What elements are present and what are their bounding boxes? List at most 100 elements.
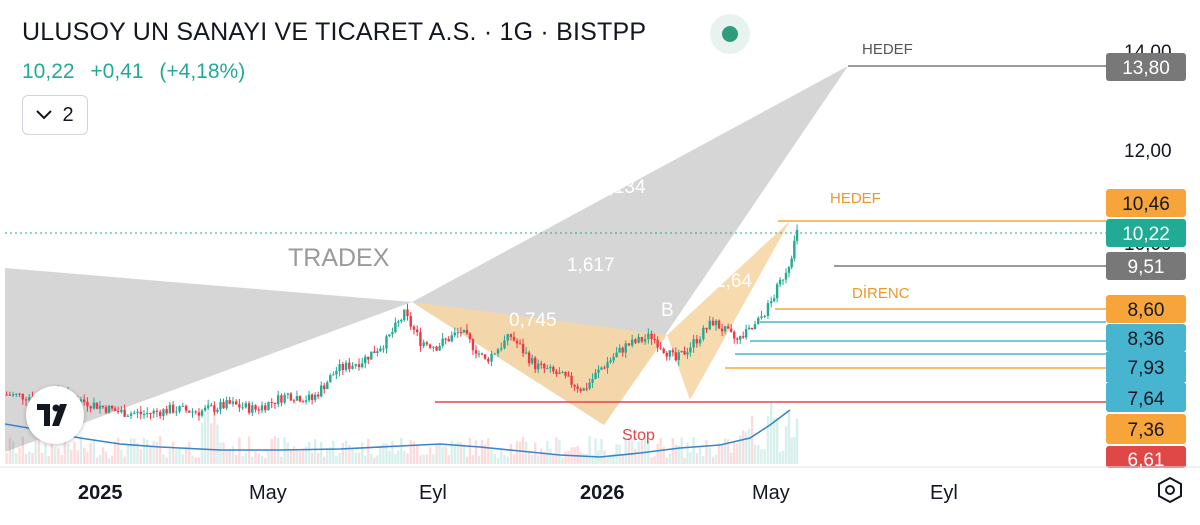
volume-bar bbox=[795, 418, 799, 464]
candle-body bbox=[668, 350, 671, 357]
volume-bar bbox=[129, 438, 133, 464]
price-level-lines bbox=[435, 65, 1106, 403]
volume-bar bbox=[244, 452, 248, 464]
candle-body bbox=[474, 350, 478, 354]
candle-body bbox=[222, 402, 225, 409]
candle-body bbox=[530, 357, 534, 364]
price-change-pct: (+4,18%) bbox=[159, 60, 246, 83]
candle-body bbox=[276, 395, 280, 404]
candle-body bbox=[216, 409, 219, 412]
volume-bar bbox=[793, 437, 796, 464]
candle-body bbox=[692, 339, 695, 348]
badge-736: 7,36 bbox=[1128, 420, 1165, 441]
volume-bar bbox=[689, 452, 692, 464]
volume-bar bbox=[474, 440, 478, 464]
volume-bar bbox=[441, 446, 444, 464]
candle-body bbox=[422, 342, 425, 346]
candle-body bbox=[594, 372, 597, 380]
volume-bar bbox=[720, 445, 724, 464]
volume-bar bbox=[444, 446, 447, 464]
volume-bar bbox=[142, 437, 146, 464]
candle-body bbox=[152, 410, 155, 414]
candle-body bbox=[493, 353, 496, 355]
level-label-stop: Stop bbox=[622, 427, 655, 444]
candle-body bbox=[219, 402, 222, 410]
volume-bar bbox=[453, 443, 456, 464]
chevron-down-icon bbox=[36, 110, 53, 120]
time-axis[interactable]: 2025 May Eyl 2026 May Eyl bbox=[78, 482, 958, 504]
candle-body bbox=[686, 352, 689, 355]
candle-body bbox=[165, 409, 168, 414]
candle-body bbox=[512, 337, 516, 341]
volume-bar bbox=[158, 436, 162, 464]
volume-bar bbox=[292, 446, 296, 464]
level-label-hedef-top: HEDEF bbox=[862, 41, 913, 58]
volume-bar bbox=[276, 437, 280, 464]
candle-body bbox=[760, 316, 763, 318]
candle-body bbox=[361, 363, 364, 368]
candle-body bbox=[736, 338, 739, 340]
candle-body bbox=[515, 340, 519, 344]
candle-body bbox=[110, 405, 114, 409]
volume-bar bbox=[304, 446, 308, 464]
candle-body bbox=[781, 279, 785, 281]
volume-bar bbox=[83, 447, 86, 464]
volume-bar bbox=[428, 447, 432, 464]
candle-body bbox=[643, 338, 647, 342]
volume-bar bbox=[409, 440, 412, 464]
x-tick-2026: 2026 bbox=[580, 482, 625, 504]
volume-bar bbox=[101, 447, 105, 464]
badge-661-bg bbox=[1106, 446, 1186, 468]
candle-body bbox=[438, 345, 441, 351]
candle-body bbox=[15, 393, 18, 395]
volume-bar bbox=[757, 444, 760, 464]
candle-body bbox=[753, 324, 757, 330]
volume-bar bbox=[438, 444, 441, 464]
candle-body bbox=[139, 411, 142, 415]
volume-bar bbox=[385, 443, 388, 464]
volume-bar bbox=[640, 438, 644, 464]
volume-bar bbox=[627, 437, 631, 464]
candle-body bbox=[600, 367, 603, 370]
volume-bar bbox=[576, 446, 579, 464]
volume-bar bbox=[450, 440, 453, 464]
candle-body bbox=[428, 344, 432, 348]
candle-body bbox=[354, 364, 357, 366]
volume-bar bbox=[665, 457, 668, 464]
volume-bar bbox=[503, 454, 506, 464]
candle-body bbox=[376, 351, 379, 353]
candle-body bbox=[567, 375, 570, 377]
gear-hex-icon[interactable] bbox=[1156, 476, 1184, 504]
candle-body bbox=[671, 350, 674, 353]
candle-body bbox=[591, 379, 594, 383]
volume-bar bbox=[778, 451, 782, 464]
candle-body bbox=[659, 347, 662, 349]
green-dot-icon[interactable] bbox=[710, 14, 750, 54]
badge-951-bg bbox=[1106, 252, 1186, 280]
candle-body bbox=[624, 343, 627, 353]
candle-body bbox=[674, 352, 678, 361]
volume-bar bbox=[21, 436, 24, 464]
tradingview-logo-icon[interactable] bbox=[26, 386, 84, 444]
volume-bar bbox=[234, 454, 238, 464]
candle-body bbox=[637, 336, 640, 343]
volume-bar bbox=[31, 452, 34, 464]
candle-body bbox=[711, 320, 715, 326]
candle-body bbox=[561, 371, 564, 373]
volume-bar bbox=[228, 449, 231, 464]
volume-bar bbox=[621, 455, 624, 464]
volume-bar bbox=[668, 453, 671, 464]
volume-bar bbox=[521, 436, 525, 464]
candle-body bbox=[509, 334, 513, 338]
candle-body bbox=[234, 401, 238, 405]
candle-body bbox=[763, 315, 766, 317]
volume-bar bbox=[515, 441, 519, 464]
volume-bar bbox=[643, 437, 647, 464]
collapse-indicators-button[interactable]: 2 bbox=[22, 95, 88, 135]
candle-body bbox=[432, 346, 435, 348]
badge-764: 7,64 bbox=[1128, 389, 1165, 410]
volume-bar bbox=[468, 437, 472, 464]
candle-body bbox=[462, 329, 466, 333]
candle-body bbox=[766, 303, 770, 316]
candle-body bbox=[260, 405, 264, 411]
